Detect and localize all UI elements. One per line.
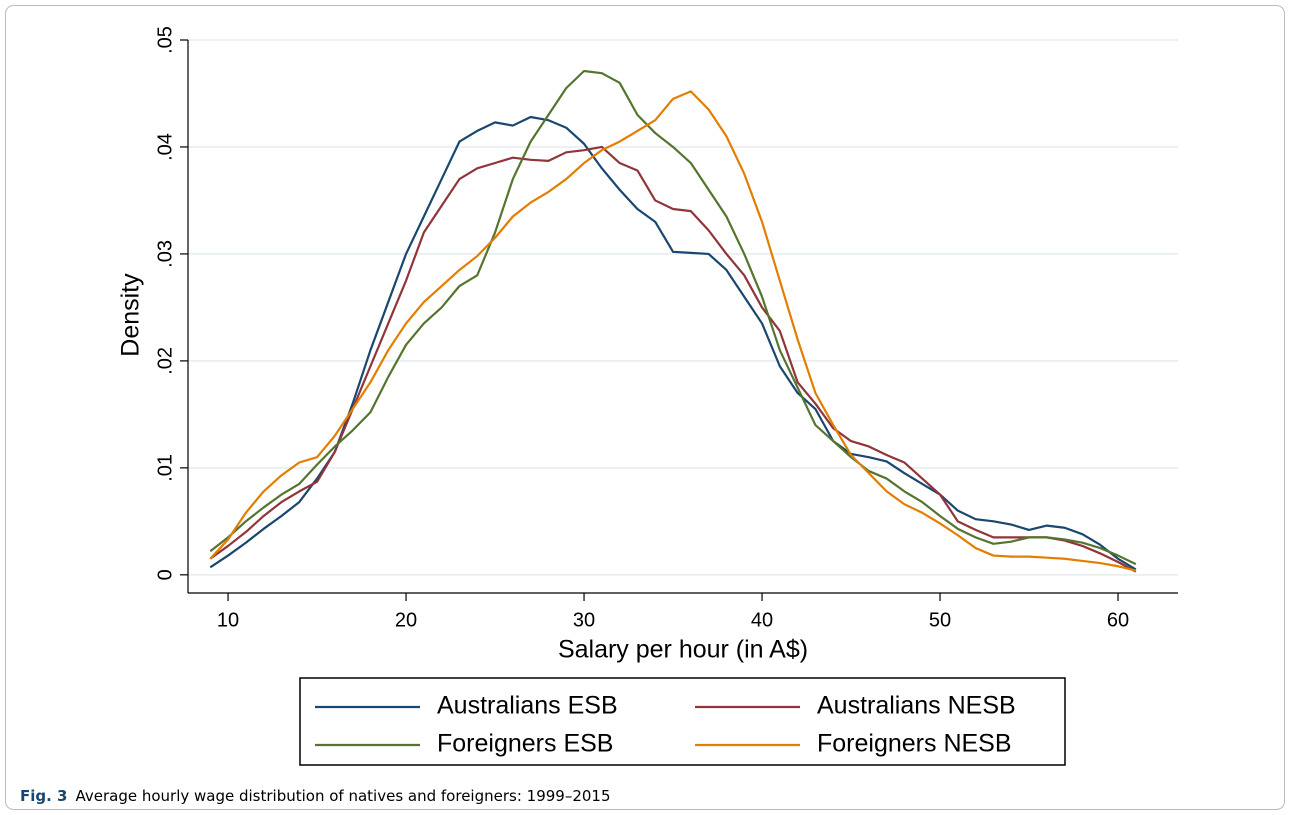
y-tick-label: .01 [154, 454, 176, 482]
legend-label: Australians NESB [817, 692, 1016, 720]
series-line [209, 145, 1137, 573]
legend-label: Foreigners ESB [437, 730, 613, 758]
x-tick-label: 50 [929, 609, 951, 631]
y-tick-label: 0 [154, 569, 176, 580]
series-line [209, 90, 1137, 572]
figure-frame [5, 5, 1285, 810]
y-tick-label: .04 [154, 133, 176, 161]
x-tick-label: 60 [1107, 609, 1129, 631]
series-line [209, 69, 1137, 566]
legend-label: Foreigners NESB [817, 730, 1012, 758]
caption-label: Fig. 3 [20, 787, 67, 805]
legend-label: Australians ESB [437, 692, 618, 720]
series-line [209, 115, 1137, 571]
x-axis-title: Salary per hour (in A$) [558, 636, 808, 664]
x-tick-label: 30 [573, 609, 595, 631]
caption-text: Average hourly wage distribution of nati… [75, 787, 610, 805]
y-axis-title: Density [117, 273, 145, 357]
y-tick-label: .03 [154, 240, 176, 268]
caption: Fig. 3 Average hourly wage distribution o… [20, 787, 611, 805]
y-tick-label: .05 [154, 26, 176, 54]
x-tick-label: 10 [217, 609, 239, 631]
legend-box [299, 677, 1066, 766]
x-tick-label: 40 [751, 609, 773, 631]
x-tick-label: 20 [395, 609, 417, 631]
y-tick-label: .02 [154, 347, 176, 375]
